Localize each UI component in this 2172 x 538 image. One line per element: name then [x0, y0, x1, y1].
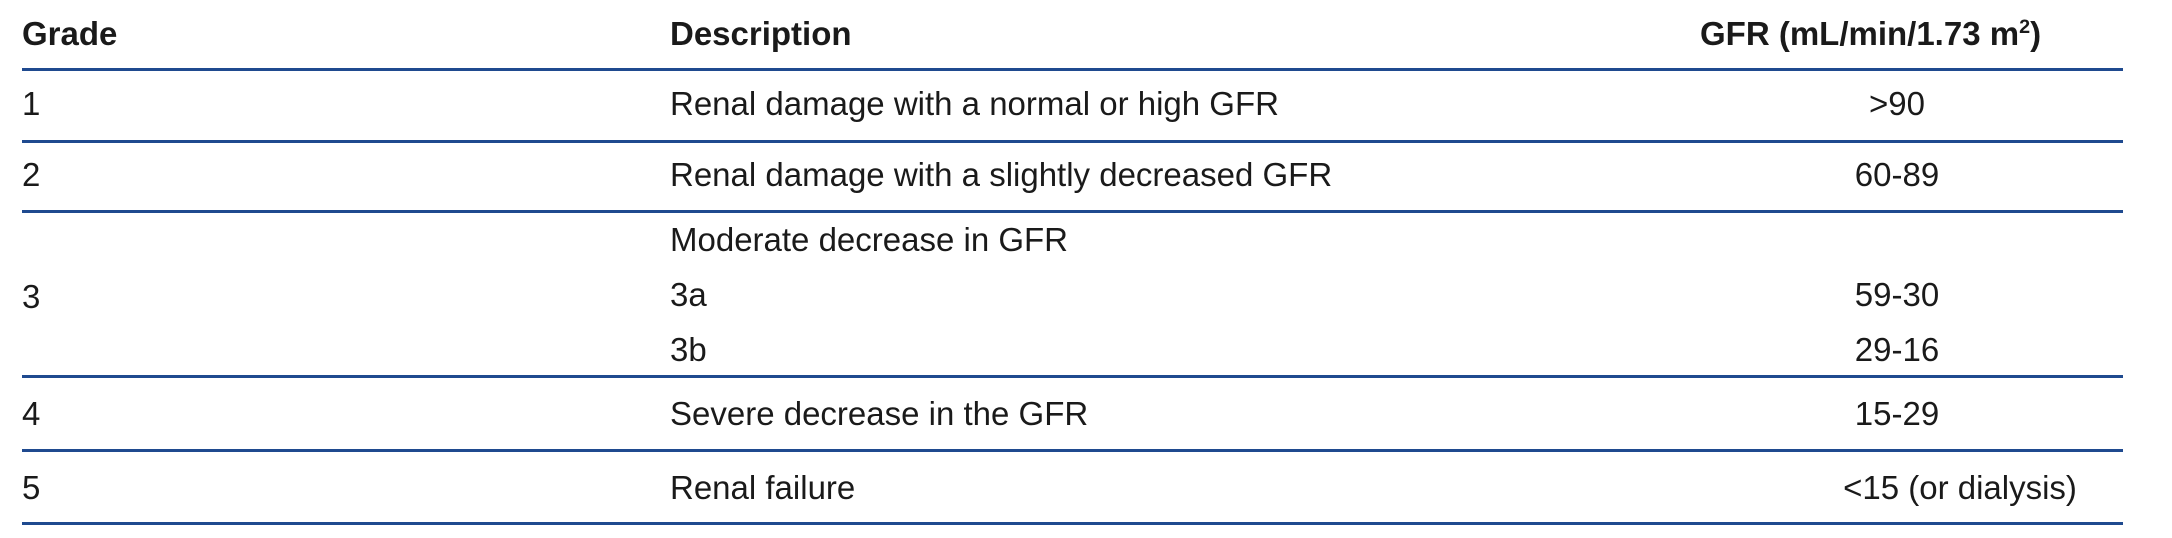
gfr-cell: 29-16 [1854, 331, 1940, 368]
description-cell: Renal failure [670, 469, 856, 506]
description-cell: Moderate decrease in GFR [670, 221, 1069, 258]
gfr-cell: 59-30 [1854, 276, 1940, 313]
gfr-cell: >90 [1869, 85, 1925, 122]
row-rule [22, 210, 2123, 213]
header-grade: Grade [22, 15, 118, 52]
header-gfr-text: GFR (mL/min/1.73 m [1700, 15, 2020, 52]
grade-cell: 1 [22, 85, 41, 122]
description-cell: Renal damage with a normal or high GFR [670, 85, 1279, 122]
header-rule [22, 68, 2123, 71]
row-rule [22, 140, 2123, 143]
row-rule [22, 375, 2123, 378]
header-gfr: GFR (mL/min/1.73 m2) [1700, 14, 2041, 54]
description-cell: Renal damage with a slightly decreased G… [670, 156, 1333, 193]
description-cell: Severe decrease in the GFR [670, 395, 1089, 432]
row-rule [22, 449, 2123, 452]
gfr-cell: <15 (or dialysis) [1843, 469, 2077, 506]
grade-cell: 4 [22, 395, 41, 432]
subgrade-label: 3a [670, 276, 707, 313]
grade-cell: 5 [22, 469, 41, 506]
grade-cell: 3 [22, 278, 41, 315]
header-gfr-sup: 2 [2019, 16, 2031, 38]
header-description: Description [670, 15, 852, 52]
bottom-rule [22, 522, 2123, 525]
grade-cell: 2 [22, 156, 41, 193]
header-gfr-close: ) [2030, 15, 2042, 52]
subgrade-label: 3b [670, 331, 707, 368]
gfr-cell: 15-29 [1854, 395, 1940, 432]
gfr-cell: 60-89 [1854, 156, 1940, 193]
